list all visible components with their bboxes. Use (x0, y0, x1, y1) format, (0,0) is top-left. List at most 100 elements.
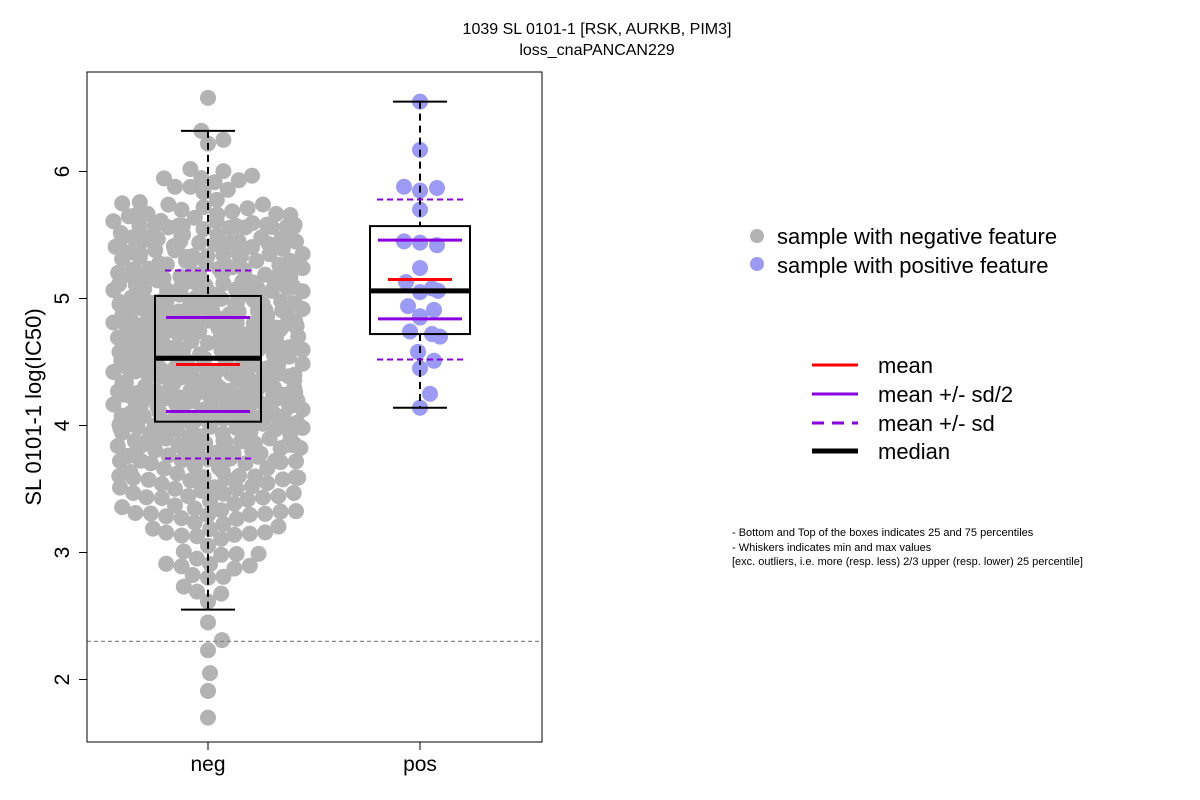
neg-sample-point (111, 468, 128, 484)
neg-sample-point (134, 437, 150, 454)
neg-sample-point (156, 460, 172, 477)
neg-sample-point (290, 469, 307, 486)
neg-sample-point (202, 556, 219, 572)
neg-sample-point (109, 438, 126, 454)
neg-sample-point (153, 476, 170, 492)
neg-sample-point (215, 516, 232, 532)
neg-outlier-point (214, 632, 230, 649)
neg-sample-point (127, 505, 144, 521)
pos-sample-point (398, 273, 414, 290)
neg-sample-point (184, 567, 201, 583)
neg-sample-point (112, 479, 128, 496)
neg-sample-point (213, 546, 230, 563)
y-tick-label: 6 (51, 166, 74, 178)
neg-sample-point (215, 275, 232, 292)
axes-layer: 2 3 4 5 6 neg pos (51, 166, 437, 776)
neg-outlier-point (202, 665, 218, 682)
legend-median-label: median (878, 439, 950, 464)
neg-sample-point (224, 203, 241, 220)
neg-outlier-point (200, 682, 216, 699)
neg-sample-point (105, 213, 122, 230)
pos-iqr-box (369, 225, 471, 336)
neg-sample-point (131, 249, 148, 266)
neg-sample-point (200, 593, 216, 610)
y-tick-label: 3 (51, 547, 74, 559)
points-layer (105, 89, 448, 726)
neg-sample-point (200, 335, 216, 351)
neg-sample-point (288, 233, 304, 250)
neg-sample-point (189, 583, 205, 600)
neg-sample-point (255, 415, 271, 432)
neg-sample-point (105, 364, 122, 380)
neg-sample-point (270, 488, 287, 505)
neg-sample-point (292, 440, 309, 456)
neg-sample-point (226, 495, 243, 512)
neg-sample-point (182, 393, 199, 410)
neg-sample-point (173, 201, 190, 218)
legend-pos-label: sample with positive feature (777, 253, 1048, 278)
pos-sample-point (412, 201, 428, 218)
neg-sample-point (241, 525, 258, 542)
neg-sample-point (191, 234, 208, 251)
neg-sample-point (290, 328, 307, 345)
legend: sample with negative feature sample with… (750, 224, 1057, 464)
chart-subtitle: loss_cnaPANCAN229 (519, 42, 674, 59)
pos-sample-point (402, 323, 418, 340)
neg-sample-point (230, 172, 247, 189)
neg-sample-point (167, 480, 183, 497)
neg-sample-point (255, 489, 271, 506)
neg-sample-point (180, 488, 197, 505)
neg-sample-point (105, 282, 122, 299)
neg-sample-point (160, 447, 177, 464)
pos-sample-point (432, 328, 448, 345)
neg-sample-point (228, 419, 245, 436)
plot-frame (86, 71, 543, 743)
neg-sample-point (259, 460, 276, 477)
neg-sample-point (202, 418, 219, 435)
neg-sample-point (170, 326, 187, 342)
neg-sample-point (167, 497, 183, 514)
neg-sample-point (259, 307, 276, 324)
neg-sample-point (125, 470, 142, 486)
neg-sample-point (294, 246, 311, 262)
neg-sample-point (173, 558, 190, 575)
pos-sample-point (426, 352, 442, 369)
neg-sample-point (279, 279, 296, 296)
neg-sample-point (195, 221, 212, 238)
neg-sample-point (257, 505, 274, 522)
neg-sample-point (136, 232, 153, 248)
neg-sample-point (228, 510, 245, 527)
neg-sample-point (250, 448, 267, 465)
neg-sample-point (270, 390, 287, 407)
neg-sample-point (215, 568, 232, 585)
neg-sample-point (257, 524, 274, 541)
legend-mean-label: mean (878, 353, 933, 378)
neg-sample-point (233, 433, 249, 450)
neg-sample-point (182, 253, 199, 270)
neg-sample-point (206, 174, 223, 191)
neg-sample-point (145, 520, 161, 537)
neg-sample-point (120, 208, 137, 225)
neg-sample-point (202, 521, 219, 537)
neg-sample-point (107, 238, 124, 255)
neg-sample-point (171, 286, 188, 303)
neg-sample-point (197, 254, 214, 271)
neg-sample-point (147, 442, 164, 459)
neg-sample-point (215, 247, 232, 264)
neg-sample-point (175, 578, 192, 595)
neg-sample-point (129, 419, 146, 436)
neg-sample-point (294, 341, 311, 358)
neg-sample-point (156, 170, 172, 187)
neg-sample-point (208, 191, 225, 208)
neg-sample-point (294, 301, 311, 317)
neg-sample-point (146, 217, 163, 234)
neg-sample-point (193, 482, 210, 499)
y-axis-label: SL 0101-1 log(IC50) (21, 308, 46, 505)
neg-sample-point (259, 475, 276, 492)
neg-sample-point (244, 167, 260, 184)
neg-sample-point (149, 272, 166, 289)
neg-sample-point (233, 248, 249, 265)
neg-sample-point (158, 508, 175, 525)
neg-sample-point (114, 424, 131, 441)
